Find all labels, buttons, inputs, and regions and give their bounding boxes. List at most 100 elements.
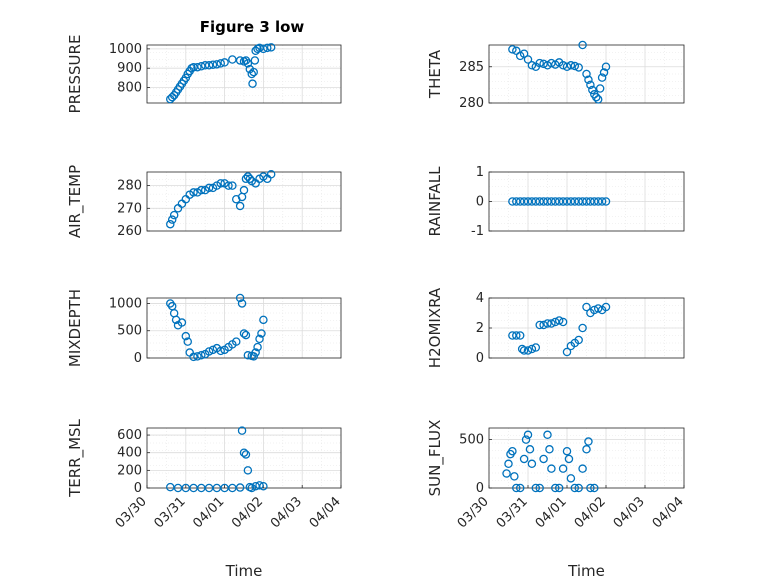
data-point <box>177 318 187 327</box>
data-point <box>257 329 266 338</box>
data-point <box>558 317 568 327</box>
x-tick-label: 04/04 <box>307 494 344 531</box>
data-point <box>231 337 241 346</box>
data-point <box>566 474 576 483</box>
data-point <box>239 329 249 338</box>
x-tick-label: 03/30 <box>113 494 150 531</box>
x-tick-label: 04/03 <box>611 494 648 531</box>
data-point <box>181 331 191 341</box>
data-point <box>515 483 525 493</box>
y-tick-label: 280 <box>459 96 484 111</box>
data-point <box>241 450 251 459</box>
data-point <box>535 58 544 68</box>
data-point <box>237 299 247 308</box>
data-point <box>247 483 257 493</box>
data-point <box>204 183 214 193</box>
data-point <box>523 55 533 64</box>
data-point <box>601 197 611 206</box>
figure-title: Figure 3 low <box>200 18 305 36</box>
y-tick-label: 1 <box>476 165 484 180</box>
data-point <box>193 62 202 72</box>
axes-frame <box>146 44 342 104</box>
data-point <box>547 58 556 68</box>
data-point <box>512 483 521 493</box>
data-point <box>543 319 552 328</box>
data-point <box>519 49 529 58</box>
data-point <box>212 60 222 69</box>
x-tick-label: 04/02 <box>229 494 266 531</box>
data-point <box>521 435 531 444</box>
data-point <box>527 61 537 70</box>
data-point <box>582 445 591 454</box>
panel-air_temp: 260 270 280 AIR_TEMP <box>66 165 342 239</box>
x-tick-label: 03/30 <box>455 494 492 531</box>
data-point <box>243 466 253 475</box>
data-point <box>249 67 258 77</box>
y-tick-label: 4 <box>476 291 484 306</box>
x-tick-label: 04/02 <box>572 494 609 531</box>
x-tick-label: 04/01 <box>533 494 570 531</box>
panel-sun_flux: 0 500 SUN_FLUX 03/30 03/31 04/01 04/02 04/03 04/… <box>426 420 687 580</box>
data-point <box>235 56 245 65</box>
data-point <box>167 215 177 224</box>
data-point <box>245 174 255 184</box>
data-point <box>197 62 206 71</box>
data-point <box>523 430 533 440</box>
y-tick-label: 2 <box>476 321 484 336</box>
data-point <box>512 331 521 340</box>
data-point <box>235 293 245 303</box>
data-point <box>578 464 587 473</box>
data-point <box>189 352 198 362</box>
data-point <box>204 61 214 70</box>
y-tick-label: 500 <box>459 433 484 448</box>
y-tick-label: 900 <box>117 61 142 76</box>
data-point <box>239 185 249 195</box>
data-point <box>558 464 568 473</box>
data-point <box>250 56 260 65</box>
data-point <box>208 60 218 69</box>
y-tick-label: 280 <box>117 179 142 194</box>
data-point <box>582 69 591 79</box>
data-point <box>566 61 576 70</box>
data-point <box>193 352 202 361</box>
data-point <box>508 446 517 456</box>
data-point <box>527 344 537 354</box>
data-point <box>255 481 264 490</box>
data-point <box>592 92 601 102</box>
data-point <box>169 210 179 220</box>
data-point <box>255 334 264 344</box>
data-point <box>570 483 580 493</box>
y-tick-label: 270 <box>117 201 142 216</box>
data-point <box>531 343 541 352</box>
data-point <box>523 346 533 355</box>
data-point <box>519 454 529 464</box>
data-point <box>216 179 225 188</box>
y-tick-label: 0 <box>476 481 484 496</box>
y-tick-label: 0 <box>134 351 142 366</box>
data-point <box>220 58 229 67</box>
data-point <box>208 345 218 355</box>
x-tick-label: 04/01 <box>190 494 227 531</box>
data-point <box>535 483 544 493</box>
data-point <box>197 185 206 195</box>
panel-rainfall: -1 0 1 RAINFALL <box>426 165 685 239</box>
y-tick-label: 0 <box>134 481 142 496</box>
axes-frame <box>146 171 342 232</box>
data-point <box>578 323 587 333</box>
data-point <box>584 437 593 446</box>
data-point <box>593 304 603 313</box>
data-point <box>247 69 257 79</box>
data-point <box>551 483 560 493</box>
data-point <box>547 464 556 473</box>
y-tick-label: 285 <box>459 60 484 75</box>
y-axis-label: H2OMIXRA <box>426 287 444 368</box>
panel-mixdepth: 0 500 1000 MIXDEPTH <box>66 289 342 367</box>
panel-h2omixra: 0 2 4 H2OMIXRA <box>426 287 685 368</box>
data-point <box>539 59 548 69</box>
data-point <box>224 181 233 190</box>
data-point <box>241 330 251 340</box>
data-point <box>183 337 192 346</box>
data-point <box>166 219 175 229</box>
